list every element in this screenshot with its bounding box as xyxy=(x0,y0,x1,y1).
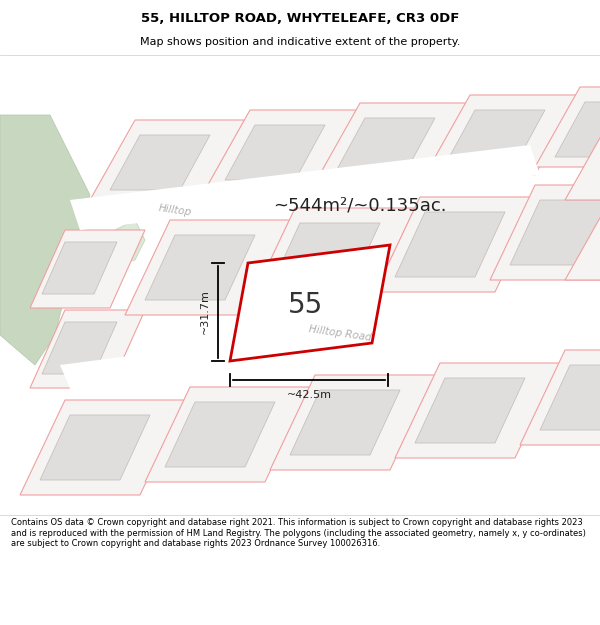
Polygon shape xyxy=(520,350,600,445)
Text: Hilltop: Hilltop xyxy=(158,202,192,217)
Text: ~42.5m: ~42.5m xyxy=(287,390,331,400)
Polygon shape xyxy=(555,102,600,157)
Polygon shape xyxy=(230,245,390,361)
Polygon shape xyxy=(42,322,117,374)
Text: Hilltop Road: Hilltop Road xyxy=(308,324,372,342)
Polygon shape xyxy=(125,220,290,315)
Polygon shape xyxy=(70,145,540,230)
Polygon shape xyxy=(250,208,415,303)
Polygon shape xyxy=(145,235,255,300)
Polygon shape xyxy=(0,115,90,365)
Polygon shape xyxy=(60,300,575,400)
Polygon shape xyxy=(445,110,545,165)
Polygon shape xyxy=(270,223,380,288)
Polygon shape xyxy=(540,365,600,430)
Polygon shape xyxy=(145,387,310,482)
Polygon shape xyxy=(510,200,600,265)
Polygon shape xyxy=(315,103,470,183)
Polygon shape xyxy=(395,212,505,277)
Polygon shape xyxy=(270,375,435,470)
Polygon shape xyxy=(225,125,325,180)
Polygon shape xyxy=(415,378,525,443)
Text: ~544m²/~0.135ac.: ~544m²/~0.135ac. xyxy=(273,196,447,214)
Polygon shape xyxy=(90,120,245,200)
Polygon shape xyxy=(165,402,275,467)
Polygon shape xyxy=(30,230,145,308)
Text: Map shows position and indicative extent of the property.: Map shows position and indicative extent… xyxy=(140,38,460,48)
Polygon shape xyxy=(490,185,600,280)
Polygon shape xyxy=(565,200,600,280)
Polygon shape xyxy=(395,363,560,458)
Polygon shape xyxy=(535,87,600,167)
Polygon shape xyxy=(110,220,145,265)
Polygon shape xyxy=(425,95,580,175)
Polygon shape xyxy=(205,110,360,190)
Text: ~31.7m: ~31.7m xyxy=(200,289,210,334)
Polygon shape xyxy=(20,400,185,495)
Text: 55, HILLTOP ROAD, WHYTELEAFE, CR3 0DF: 55, HILLTOP ROAD, WHYTELEAFE, CR3 0DF xyxy=(141,12,459,25)
Polygon shape xyxy=(565,120,600,200)
Polygon shape xyxy=(375,197,540,292)
Polygon shape xyxy=(42,242,117,294)
Text: Contains OS data © Crown copyright and database right 2021. This information is : Contains OS data © Crown copyright and d… xyxy=(11,518,586,548)
Polygon shape xyxy=(30,310,145,388)
Text: 55: 55 xyxy=(287,291,323,319)
Polygon shape xyxy=(110,135,210,190)
Polygon shape xyxy=(335,118,435,173)
Polygon shape xyxy=(40,415,150,480)
Polygon shape xyxy=(290,390,400,455)
